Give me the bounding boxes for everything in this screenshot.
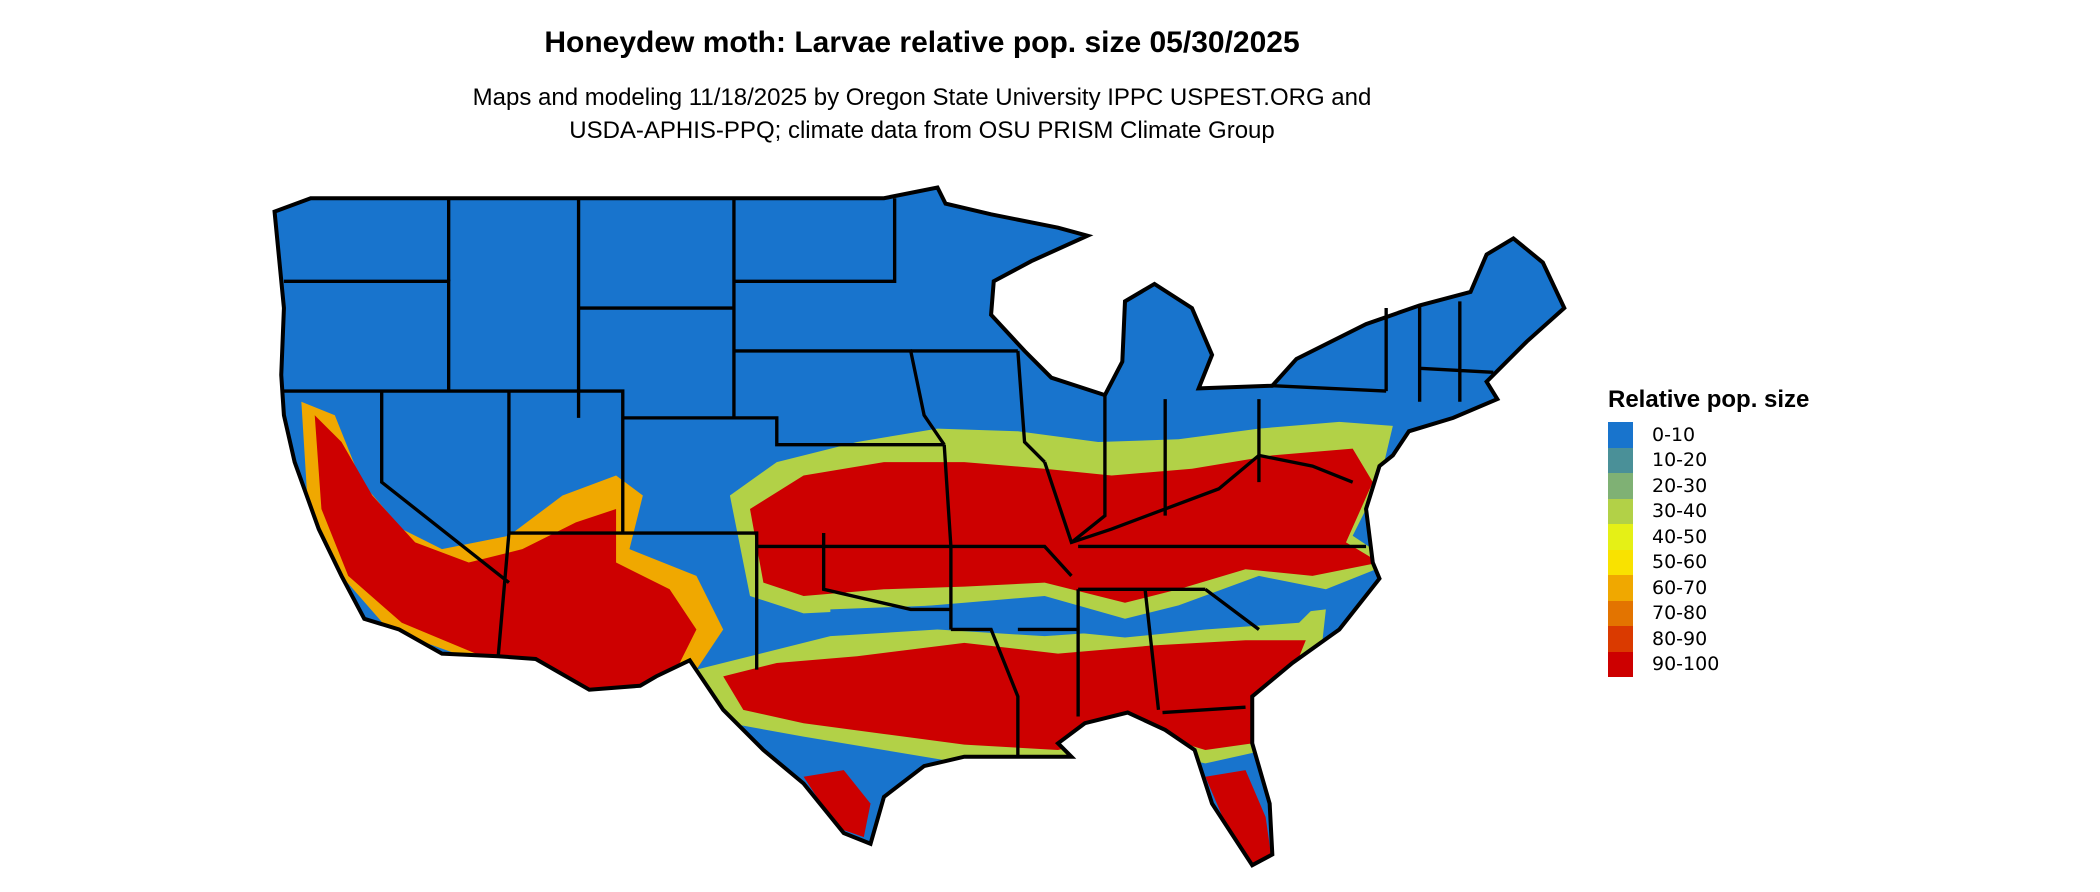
legend-label: 50-60 <box>1652 551 1708 574</box>
legend-swatch <box>1608 498 1633 524</box>
legend-item: 20-30 <box>1608 473 1809 499</box>
legend-item: 80-90 <box>1608 626 1809 652</box>
legend-item: 30-40 <box>1608 498 1809 524</box>
zone-south-band-hot <box>723 640 1306 751</box>
legend-label: 10-20 <box>1652 449 1708 472</box>
legend-item: 60-70 <box>1608 575 1809 601</box>
legend-item: 40-50 <box>1608 524 1809 550</box>
legend-label: 30-40 <box>1652 500 1708 523</box>
state-boundaries <box>275 188 1565 866</box>
legend-swatch <box>1608 549 1633 575</box>
legend-label: 60-70 <box>1652 576 1708 599</box>
legend-item: 70-80 <box>1608 600 1809 626</box>
zone-southwest-hot <box>314 415 697 690</box>
legend-label: 40-50 <box>1652 525 1708 548</box>
legend-swatch <box>1608 422 1633 448</box>
legend-label: 70-80 <box>1652 602 1708 625</box>
legend-label: 0-10 <box>1652 423 1696 446</box>
legend-swatch <box>1608 600 1633 626</box>
legend-label: 90-100 <box>1652 653 1720 676</box>
legend-item: 50-60 <box>1608 549 1809 575</box>
legend-swatch <box>1608 575 1633 601</box>
zone-florida-hot <box>1205 770 1273 864</box>
legend: Relative pop. size 0-10 10-20 20-30 30-40 40… <box>1608 386 1809 677</box>
legend-label: 20-30 <box>1652 474 1708 497</box>
legend-label: 80-90 <box>1652 627 1708 650</box>
legend-swatch <box>1608 473 1633 499</box>
legend-swatch <box>1608 651 1633 677</box>
map-title: Honeydew moth: Larvae relative pop. size… <box>544 26 1300 59</box>
legend-item: 0-10 <box>1608 422 1809 448</box>
legend-item: 10-20 <box>1608 447 1809 473</box>
legend-swatch <box>1608 626 1633 652</box>
zone-texas-coast-hot <box>803 770 871 838</box>
legend-item: 90-100 <box>1608 651 1809 677</box>
map-subtitle-line2: USDA-APHIS-PPQ; climate data from OSU PR… <box>569 117 1275 144</box>
map-subtitle-line1: Maps and modeling 11/18/2025 by Oregon S… <box>472 84 1372 111</box>
legend-swatch <box>1608 447 1633 473</box>
legend-swatch <box>1608 524 1633 550</box>
legend-title: Relative pop. size <box>1608 386 1810 413</box>
